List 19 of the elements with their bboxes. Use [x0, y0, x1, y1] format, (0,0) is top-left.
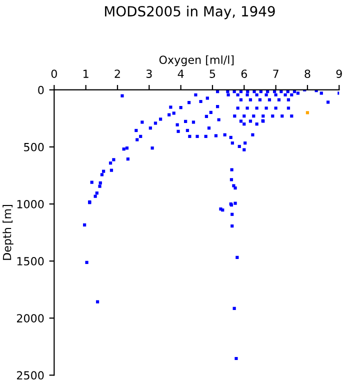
- x-axis-title: Oxygen [ml/l]: [159, 55, 234, 66]
- chart-title: MODS2005 in May, 1949: [105, 6, 275, 20]
- x-tick-label: 3: [146, 70, 152, 78]
- x-tick-label: 7: [273, 70, 278, 78]
- y-tick-label: 1000: [17, 200, 44, 208]
- x-tick-label: 5: [210, 70, 216, 78]
- y-tick-label: 0: [38, 86, 44, 94]
- x-tick-label: 8: [304, 70, 310, 78]
- x-tick-label: 4: [178, 70, 184, 78]
- y-tick-label: 500: [24, 142, 44, 152]
- x-tick-label: 0: [51, 70, 57, 78]
- y-axis-title: Depth [m]: [2, 205, 14, 260]
- x-tick-label: 9: [336, 70, 342, 78]
- x-tick-label: 6: [241, 70, 247, 78]
- x-tick-label: 2: [114, 70, 120, 78]
- y-tick-label: 2000: [16, 314, 44, 322]
- x-tick-label: 1: [84, 70, 88, 78]
- y-tick-label: 1500: [17, 257, 44, 266]
- y-tick-label: 2500: [16, 371, 44, 380]
